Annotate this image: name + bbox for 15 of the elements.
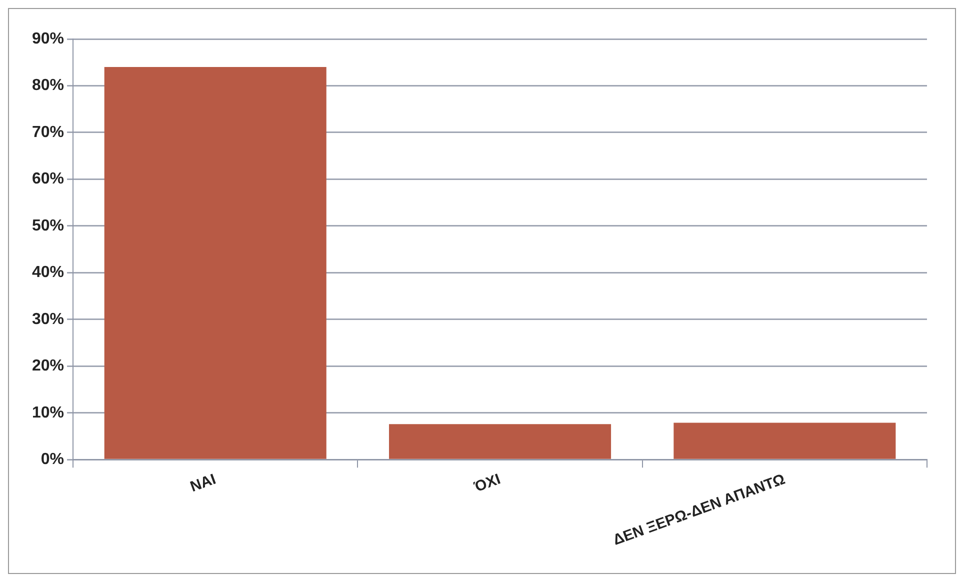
bar xyxy=(388,424,612,459)
y-tick-label: 90% xyxy=(32,30,64,48)
x-tick-label: NAI xyxy=(188,470,218,496)
y-tick-label: 70% xyxy=(32,124,64,141)
y-tick-label: 60% xyxy=(32,170,64,188)
x-tick-label: ΌΧΙ xyxy=(471,470,503,496)
bar xyxy=(674,422,896,459)
bar xyxy=(104,67,326,459)
y-tick-label: 40% xyxy=(32,264,64,282)
y-tick-label: 30% xyxy=(32,310,64,328)
y-tick-label: 0% xyxy=(40,451,64,468)
y-tick-label: 10% xyxy=(32,404,64,422)
y-tick-label: 50% xyxy=(32,217,64,234)
y-tick-label: 20% xyxy=(32,358,64,375)
y-tick-label: 80% xyxy=(32,77,64,94)
